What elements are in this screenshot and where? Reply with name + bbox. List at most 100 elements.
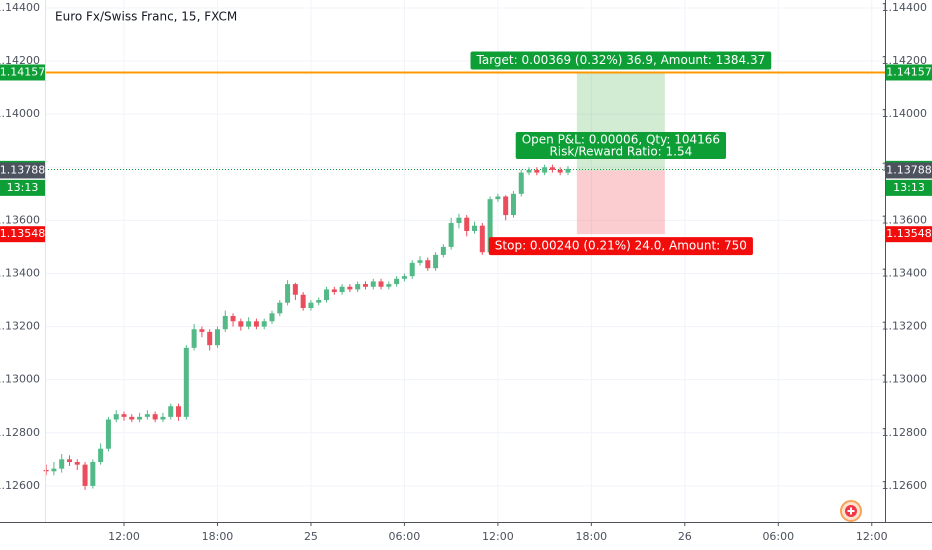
candle-body [129, 416, 135, 420]
price-label-box [886, 162, 932, 179]
loss-zone [576, 170, 665, 235]
countdown-label-box [0, 179, 45, 196]
candle-body [534, 169, 540, 173]
x-tick-label: 06:00 [389, 530, 421, 543]
alert-icon[interactable] [840, 500, 862, 522]
target-label-text: Target: 0.00369 (0.32%) 36.9, Amount: 13… [476, 53, 766, 67]
stop-label-text: Stop: 0.00240 (0.21%) 24.0, Amount: 750 [495, 239, 747, 253]
pnl-label: Open P&L: 0.00006, Qty: 104166Risk/Rewar… [515, 131, 727, 159]
candle-body [105, 419, 111, 449]
pnl-label-text: Risk/Reward Ratio: 1.54 [549, 144, 692, 158]
y-tick-label: 1.13200 [882, 320, 928, 333]
candle-body [261, 321, 267, 327]
candle-body [401, 276, 407, 279]
candle-body [378, 281, 384, 287]
candle-body [160, 416, 166, 420]
candle-body [503, 196, 509, 216]
candle-body [362, 284, 368, 287]
candle-body [331, 289, 337, 293]
candle-body [456, 217, 462, 224]
y-tick-label: 1.13000 [882, 373, 928, 386]
chart-title: Euro Fx/Swiss Franc, 15, FXCM [55, 10, 237, 24]
candle-body [199, 329, 205, 332]
candle-body [230, 315, 236, 322]
price-label-box [0, 64, 45, 81]
price-label-box [886, 64, 932, 81]
x-tick-label: 06:00 [762, 530, 794, 543]
candle-body [222, 315, 228, 330]
candle-body [472, 225, 478, 231]
candle-body [137, 416, 143, 420]
candle-body [269, 313, 275, 322]
y-tick-label: 1.14200 [0, 54, 40, 67]
candle-body [339, 286, 345, 293]
y-tick-label: 1.12800 [882, 426, 928, 439]
candle-body [394, 278, 400, 285]
y-tick-label: 1.14000 [882, 107, 928, 120]
candle-body [542, 167, 548, 173]
countdown-label: 13:13 [893, 181, 925, 194]
y-tick-label: 1.13400 [882, 266, 928, 279]
candle-body [144, 414, 150, 417]
candle-body [355, 284, 361, 290]
candle-body [565, 168, 571, 173]
candle-body [121, 414, 127, 417]
candle-body [417, 260, 423, 263]
candle-body [214, 329, 220, 346]
candle-body [308, 302, 314, 308]
candle-body [316, 300, 322, 303]
candle-body [557, 169, 563, 173]
pnl-label-box [515, 131, 727, 159]
y-tick-label: 1.14400 [882, 1, 928, 14]
candle-body [479, 225, 485, 253]
candle-body [440, 246, 446, 255]
candle-body [98, 448, 104, 462]
candle-body [238, 321, 244, 327]
candle-body [464, 217, 470, 231]
candle-body [168, 406, 174, 417]
candle-body [549, 167, 555, 170]
candle-body [207, 331, 213, 346]
y-tick-label: 1.14200 [882, 54, 928, 67]
y-tick-label: 1.12600 [0, 479, 40, 492]
candle-body [510, 193, 516, 216]
x-tick-label: 25 [304, 530, 318, 543]
candle-body [59, 459, 65, 469]
pnl-label-text: Open P&L: 0.00006, Qty: 104166 [522, 132, 720, 146]
candle-body [526, 169, 532, 173]
y-tick-label: 1.13600 [0, 213, 40, 226]
candle-body [433, 254, 439, 269]
price-label-box [0, 226, 45, 243]
x-tick-label: 18:00 [575, 530, 607, 543]
candle-body [74, 461, 80, 465]
price-label: 1.13788 [886, 163, 932, 176]
y-tick-label: 1.12800 [0, 426, 40, 439]
candle-body [518, 172, 524, 194]
candle-body [43, 469, 49, 472]
candle-body [347, 286, 353, 290]
price-label: 1.14157 [886, 65, 932, 78]
y-tick-label: 1.14000 [0, 107, 40, 120]
y-tick-label: 1.14400 [0, 1, 40, 14]
candle-body [191, 329, 197, 348]
candle-body [277, 302, 283, 314]
x-tick-label: 26 [678, 530, 692, 543]
candle-body [495, 196, 501, 200]
price-label-box [886, 226, 932, 243]
y-tick-label: 1.13000 [0, 373, 40, 386]
countdown-label: 13:13 [7, 181, 39, 194]
target-label: Target: 0.00369 (0.32%) 36.9, Amount: 13… [470, 51, 772, 70]
y-tick-label: 1.13400 [0, 266, 40, 279]
candle-body [448, 223, 454, 247]
price-label: 1.13548 [886, 227, 932, 240]
candle-body [253, 321, 259, 327]
candle-body [183, 347, 189, 417]
candle-body [487, 199, 493, 253]
candle-body [324, 289, 330, 301]
x-tick-label: 12:00 [482, 530, 514, 543]
candle-body [292, 284, 298, 295]
candle-body [386, 284, 392, 287]
x-tick-label: 18:00 [202, 530, 234, 543]
